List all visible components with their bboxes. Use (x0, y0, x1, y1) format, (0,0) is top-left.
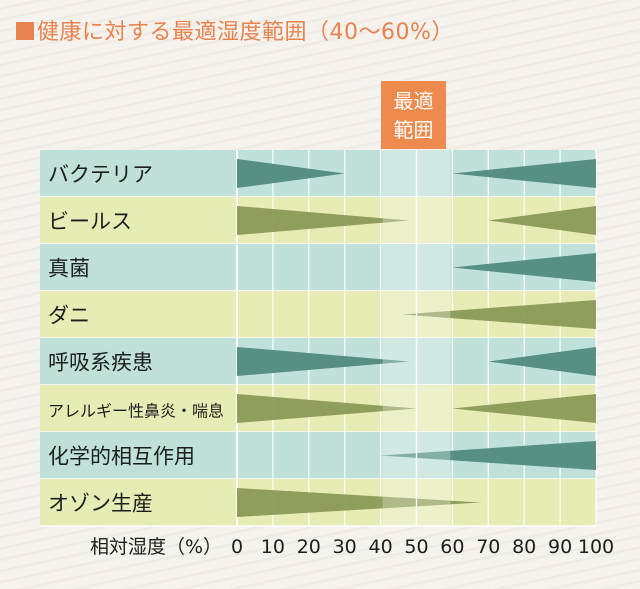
high-humidity-wedge (488, 347, 596, 376)
high-humidity-wedge (402, 300, 596, 329)
optimal-label-line1: 最適 (394, 89, 434, 113)
row-label: 真菌 (48, 257, 90, 281)
x-tick-label: 80 (512, 536, 536, 558)
x-tick-label: 30 (333, 536, 357, 558)
low-humidity-wedge (237, 488, 482, 517)
chart-title-text: 健康に対する最適湿度範囲（40〜60%） (37, 20, 454, 45)
row-label: ビールス (48, 210, 132, 234)
high-humidity-wedge (452, 394, 596, 423)
x-tick-label: 10 (261, 536, 285, 558)
title-square-icon (16, 22, 34, 40)
low-humidity-wedge (237, 206, 410, 235)
x-tick-label: 20 (297, 536, 321, 558)
low-humidity-wedge (237, 394, 417, 423)
high-humidity-wedge (380, 441, 596, 470)
optimal-range-box (381, 81, 446, 149)
x-tick-label: 100 (578, 536, 614, 558)
row-label: バクテリア (48, 163, 153, 187)
row-label: 化学的相互作用 (48, 445, 195, 469)
high-humidity-wedge (488, 206, 596, 235)
row-label: 呼吸系疾患 (48, 351, 153, 375)
low-humidity-wedge (237, 159, 345, 188)
x-tick-label: 70 (476, 536, 500, 558)
high-humidity-wedge (452, 253, 596, 282)
optimal-label-line2: 範囲 (394, 118, 434, 142)
x-tick-label: 40 (369, 536, 393, 558)
row-label: アレルギー性鼻炎・喘息 (48, 402, 224, 421)
x-tick-label: 90 (548, 536, 572, 558)
x-axis-label: 相対湿度（%） (90, 536, 222, 558)
x-tick-label: 60 (440, 536, 464, 558)
high-humidity-wedge (452, 159, 596, 188)
low-humidity-wedge (237, 347, 410, 376)
x-tick-label: 50 (404, 536, 428, 558)
row-label: ダニ (48, 304, 90, 328)
x-tick-label: 0 (231, 536, 243, 558)
chart-title: 健康に対する最適湿度範囲（40〜60%） (16, 14, 454, 46)
row-label: オゾン生産 (48, 492, 153, 516)
